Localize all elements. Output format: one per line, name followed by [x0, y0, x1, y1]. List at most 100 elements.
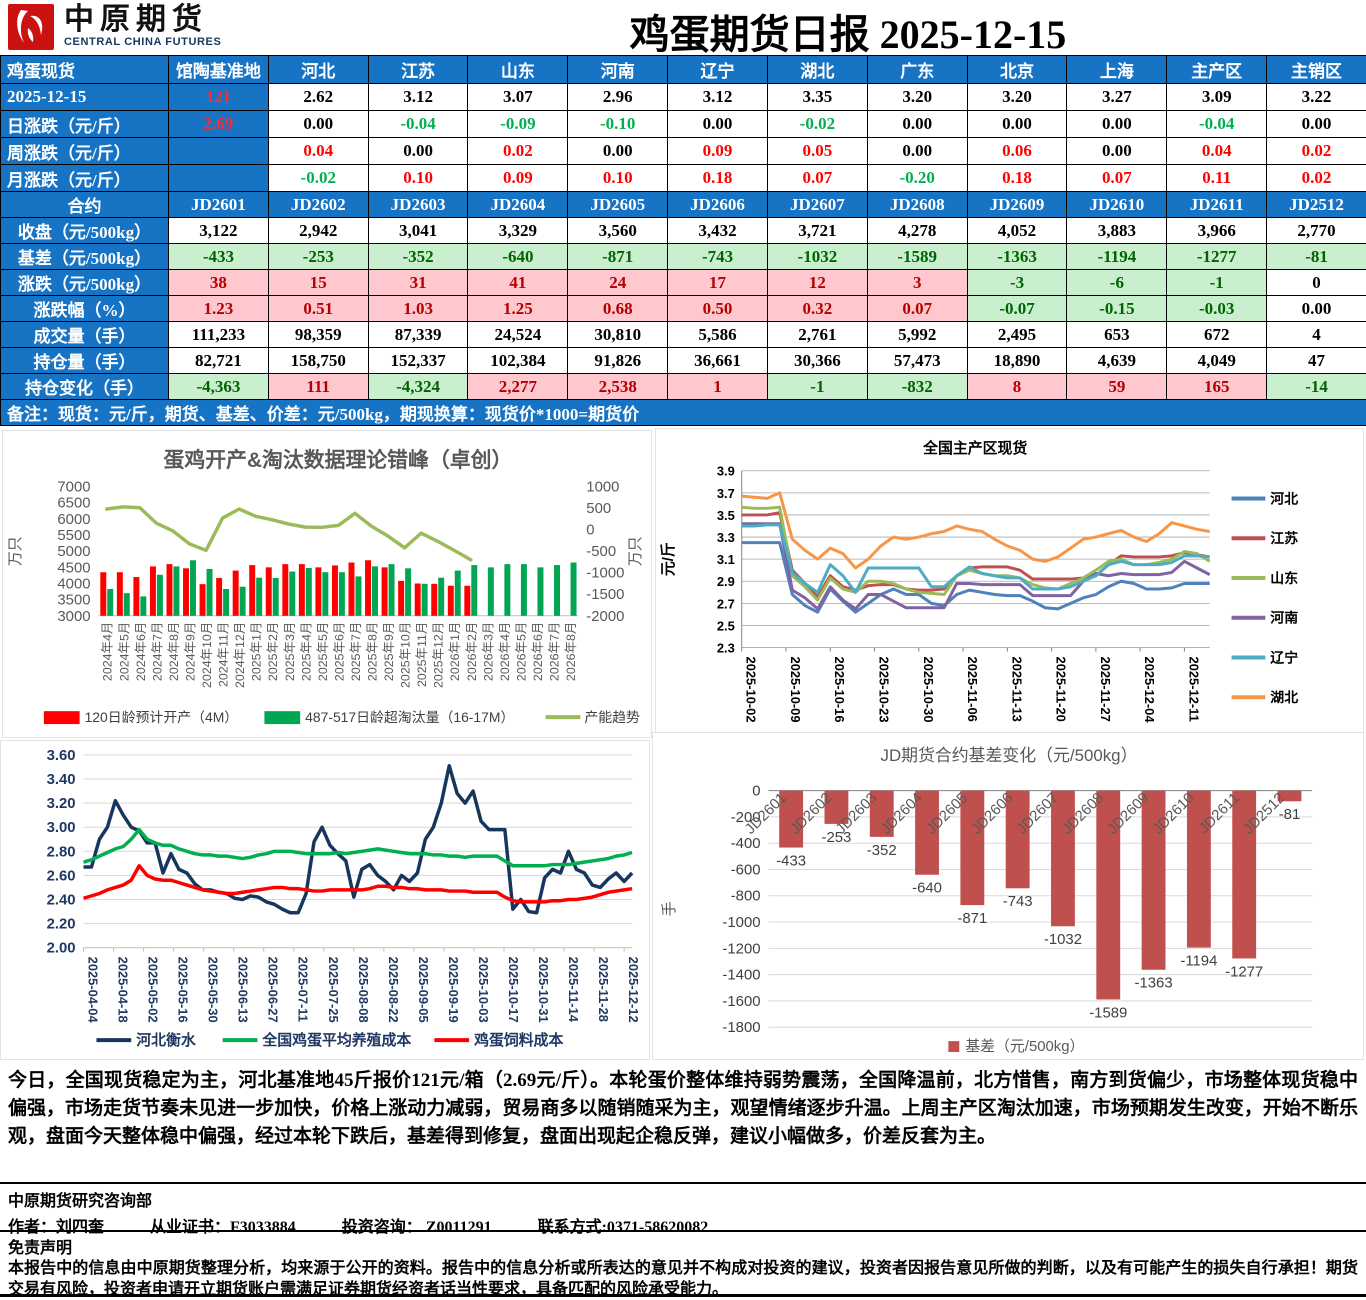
table-cell[interactable]: [169, 165, 269, 192]
table-cell[interactable]: 0.02: [1267, 138, 1366, 165]
table-cell[interactable]: 18,890: [967, 348, 1067, 374]
table-cell[interactable]: 24: [568, 270, 668, 296]
table-cell[interactable]: 5,992: [867, 322, 967, 348]
table-cell[interactable]: 0.07: [867, 296, 967, 322]
table-cell[interactable]: 0.02: [1267, 165, 1366, 192]
row-label[interactable]: 涨跌幅（%）: [1, 296, 169, 322]
row-label[interactable]: 日涨跌（元/斤）: [1, 111, 169, 138]
table-cell[interactable]: 3.35: [767, 84, 867, 111]
table-cell[interactable]: 3.20: [867, 84, 967, 111]
table-cell[interactable]: -4,324: [368, 374, 468, 400]
table-cell[interactable]: -0.02: [767, 111, 867, 138]
table-cell[interactable]: -1277: [1167, 244, 1267, 270]
table-cell[interactable]: 98,359: [268, 322, 368, 348]
table-cell[interactable]: 0.04: [268, 138, 368, 165]
table-cell[interactable]: -0.02: [268, 165, 368, 192]
table-cell[interactable]: -1: [1167, 270, 1267, 296]
table-cell[interactable]: 3.12: [368, 84, 468, 111]
table-cell[interactable]: 102,384: [468, 348, 568, 374]
table-cell[interactable]: JD2601: [169, 192, 269, 218]
row-label[interactable]: 涨跌（元/500kg）: [1, 270, 169, 296]
table-cell[interactable]: 0: [1267, 270, 1366, 296]
row-label[interactable]: 持仓变化（手）: [1, 374, 169, 400]
table-cell[interactable]: 2.62: [268, 84, 368, 111]
table-cell[interactable]: JD2606: [668, 192, 768, 218]
table-cell[interactable]: 0.50: [668, 296, 768, 322]
table-cell[interactable]: 30,810: [568, 322, 668, 348]
table-cell[interactable]: 0.68: [568, 296, 668, 322]
table-cell[interactable]: 38: [169, 270, 269, 296]
table-cell[interactable]: 4,049: [1167, 348, 1267, 374]
row-label[interactable]: 收盘（元/500kg）: [1, 218, 169, 244]
table-cell[interactable]: 0.32: [767, 296, 867, 322]
table-cell[interactable]: JD2611: [1167, 192, 1267, 218]
table-cell[interactable]: JD2603: [368, 192, 468, 218]
table-cell[interactable]: -3: [967, 270, 1067, 296]
table-cell[interactable]: -832: [867, 374, 967, 400]
table-cell[interactable]: 0.10: [568, 165, 668, 192]
table-cell[interactable]: -253: [268, 244, 368, 270]
table-cell[interactable]: -1194: [1067, 244, 1167, 270]
row-label[interactable]: 成交量（手）: [1, 322, 169, 348]
table-cell[interactable]: 2,277: [468, 374, 568, 400]
table-cell[interactable]: 2.69: [169, 111, 269, 138]
row-label[interactable]: 周涨跌（元/斤）: [1, 138, 169, 165]
table-cell[interactable]: 653: [1067, 322, 1167, 348]
table-cell[interactable]: 1: [668, 374, 768, 400]
table-cell[interactable]: -743: [668, 244, 768, 270]
table-cell[interactable]: 3,883: [1067, 218, 1167, 244]
table-cell[interactable]: 30,366: [767, 348, 867, 374]
table-cell[interactable]: 0.06: [967, 138, 1067, 165]
table-cell[interactable]: -4,363: [169, 374, 269, 400]
table-cell[interactable]: [169, 138, 269, 165]
table-cell[interactable]: 0.09: [668, 138, 768, 165]
table-cell[interactable]: 41: [468, 270, 568, 296]
row-label[interactable]: 月涨跌（元/斤）: [1, 165, 169, 192]
table-cell[interactable]: 31: [368, 270, 468, 296]
table-cell[interactable]: 2,770: [1267, 218, 1366, 244]
table-cell[interactable]: 4,639: [1067, 348, 1167, 374]
table-cell[interactable]: 0.11: [1167, 165, 1267, 192]
table-cell[interactable]: -352: [368, 244, 468, 270]
table-cell[interactable]: 0.05: [767, 138, 867, 165]
table-cell[interactable]: 3,966: [1167, 218, 1267, 244]
table-cell[interactable]: 0.04: [1167, 138, 1267, 165]
row-label[interactable]: 基差（元/500kg）: [1, 244, 169, 270]
table-cell[interactable]: 0.00: [1067, 138, 1167, 165]
table-cell[interactable]: 3,122: [169, 218, 269, 244]
table-cell[interactable]: -640: [468, 244, 568, 270]
table-cell[interactable]: -1363: [967, 244, 1067, 270]
table-cell[interactable]: -433: [169, 244, 269, 270]
table-cell[interactable]: 0.07: [767, 165, 867, 192]
table-cell[interactable]: 0.00: [867, 111, 967, 138]
table-cell[interactable]: 0.18: [668, 165, 768, 192]
table-cell[interactable]: -0.10: [568, 111, 668, 138]
table-cell[interactable]: 3.07: [468, 84, 568, 111]
table-cell[interactable]: 57,473: [867, 348, 967, 374]
table-cell[interactable]: -1: [767, 374, 867, 400]
table-cell[interactable]: 3,041: [368, 218, 468, 244]
table-cell[interactable]: 0.18: [967, 165, 1067, 192]
table-cell[interactable]: 2.96: [568, 84, 668, 111]
table-cell[interactable]: 3.22: [1267, 84, 1366, 111]
table-cell[interactable]: 0.00: [1267, 296, 1366, 322]
table-cell[interactable]: JD2607: [767, 192, 867, 218]
table-cell[interactable]: 2,942: [268, 218, 368, 244]
table-cell[interactable]: 3.20: [967, 84, 1067, 111]
table-cell[interactable]: 3,721: [767, 218, 867, 244]
table-cell[interactable]: 4,278: [867, 218, 967, 244]
table-cell[interactable]: 0.00: [368, 138, 468, 165]
table-cell[interactable]: -1032: [767, 244, 867, 270]
table-cell[interactable]: 12: [767, 270, 867, 296]
table-cell[interactable]: 0.00: [668, 111, 768, 138]
table-cell[interactable]: -1589: [867, 244, 967, 270]
table-cell[interactable]: JD2512: [1267, 192, 1366, 218]
table-cell[interactable]: 111: [268, 374, 368, 400]
table-cell[interactable]: 3.27: [1067, 84, 1167, 111]
table-cell[interactable]: 0.00: [967, 111, 1067, 138]
table-cell[interactable]: 59: [1067, 374, 1167, 400]
table-cell[interactable]: 152,337: [368, 348, 468, 374]
table-cell[interactable]: 3: [867, 270, 967, 296]
